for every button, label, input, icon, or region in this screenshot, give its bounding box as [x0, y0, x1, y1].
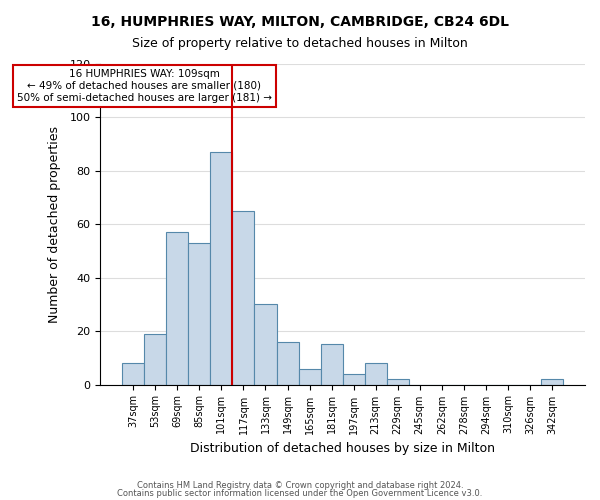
Bar [188, 243, 211, 384]
Bar [541, 379, 563, 384]
Text: 16, HUMPHRIES WAY, MILTON, CAMBRIDGE, CB24 6DL: 16, HUMPHRIES WAY, MILTON, CAMBRIDGE, CB… [91, 15, 509, 29]
Y-axis label: Number of detached properties: Number of detached properties [48, 126, 61, 323]
Bar [299, 368, 320, 384]
Text: Contains public sector information licensed under the Open Government Licence v3: Contains public sector information licen… [118, 488, 482, 498]
Bar [386, 379, 409, 384]
Bar [166, 232, 188, 384]
Bar [343, 374, 365, 384]
Bar [232, 211, 254, 384]
Text: Contains HM Land Registry data © Crown copyright and database right 2024.: Contains HM Land Registry data © Crown c… [137, 481, 463, 490]
X-axis label: Distribution of detached houses by size in Milton: Distribution of detached houses by size … [190, 442, 495, 455]
Text: Size of property relative to detached houses in Milton: Size of property relative to detached ho… [132, 38, 468, 51]
Text: 16 HUMPHRIES WAY: 109sqm
← 49% of detached houses are smaller (180)
50% of semi-: 16 HUMPHRIES WAY: 109sqm ← 49% of detach… [17, 70, 272, 102]
Bar [320, 344, 343, 385]
Bar [277, 342, 299, 384]
Bar [211, 152, 232, 384]
Bar [365, 363, 386, 384]
Bar [254, 304, 277, 384]
Bar [144, 334, 166, 384]
Bar [122, 363, 144, 384]
